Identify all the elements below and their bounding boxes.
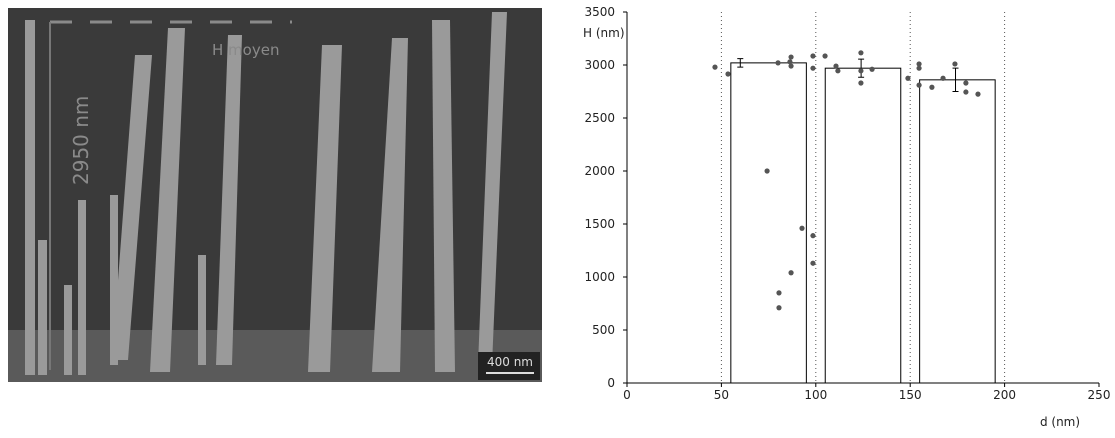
- bar: [919, 79, 996, 384]
- bar: [824, 67, 902, 384]
- scatter-point: [916, 65, 922, 71]
- y-tick-label: 500: [592, 323, 615, 337]
- scatter-point: [905, 75, 911, 81]
- sem-image: H moyen 2950 nm 400 nm: [8, 8, 542, 382]
- scatter-point: [916, 61, 922, 67]
- y-tick-label: 3000: [584, 58, 615, 72]
- y-tick-label: 2500: [584, 111, 615, 125]
- scatter-point: [788, 270, 794, 276]
- scatter-point: [776, 305, 782, 311]
- scatter-point: [833, 63, 839, 69]
- scatter-point: [858, 80, 864, 86]
- image-substrate: [8, 330, 542, 382]
- error-bar: [737, 58, 744, 68]
- scatter-point: [940, 75, 946, 81]
- scatter-point: [788, 54, 794, 60]
- x-tick-label: 0: [623, 388, 631, 402]
- x-tick-label: 100: [804, 388, 827, 402]
- image-background: [8, 8, 542, 382]
- x-axis-label: d (nm): [1040, 415, 1080, 429]
- y-axis-label: H (nm): [583, 26, 625, 40]
- x-tick-label: 200: [993, 388, 1016, 402]
- scatter-point: [788, 63, 794, 69]
- y-tick-label: 0: [607, 376, 615, 390]
- x-tick-label: 150: [899, 388, 922, 402]
- scatter-point: [764, 168, 770, 174]
- scatter-point: [775, 60, 781, 66]
- scale-label: 400 nm: [487, 355, 533, 369]
- bar: [730, 62, 807, 384]
- scatter-point: [712, 64, 718, 70]
- scatter-point: [952, 61, 958, 67]
- scatter-point: [929, 84, 935, 90]
- error-bar: [952, 67, 959, 92]
- scatter-point: [963, 80, 969, 86]
- scatter-point: [810, 260, 816, 266]
- y-tick-label: 2000: [584, 164, 615, 178]
- scatter-point: [810, 65, 816, 71]
- scatter-point: [975, 91, 981, 97]
- scale-box: [478, 352, 540, 380]
- scatter-point: [858, 68, 864, 74]
- scatter-point: [963, 89, 969, 95]
- height-label: 2950 nm: [69, 96, 93, 185]
- nanowires: [25, 12, 507, 375]
- image-caption: H moyen: [212, 41, 279, 59]
- scatter-point: [916, 82, 922, 88]
- y-tick-label: 1000: [584, 270, 615, 284]
- y-tick-label: 3500: [584, 5, 615, 19]
- error-bar: [858, 58, 865, 78]
- scatter-point: [787, 59, 793, 65]
- scatter-point: [858, 50, 864, 56]
- x-tick-label: 50: [714, 388, 729, 402]
- scatter-point: [810, 233, 816, 239]
- scatter-point: [776, 290, 782, 296]
- scatter-point: [822, 53, 828, 59]
- x-tick-label: 250: [1088, 388, 1111, 402]
- scatter-point: [869, 66, 875, 72]
- scatter-point: [725, 71, 731, 77]
- scatter-point: [835, 68, 841, 74]
- y-tick-label: 1500: [584, 217, 615, 231]
- scatter-point: [799, 225, 805, 231]
- scatter-point: [810, 53, 816, 59]
